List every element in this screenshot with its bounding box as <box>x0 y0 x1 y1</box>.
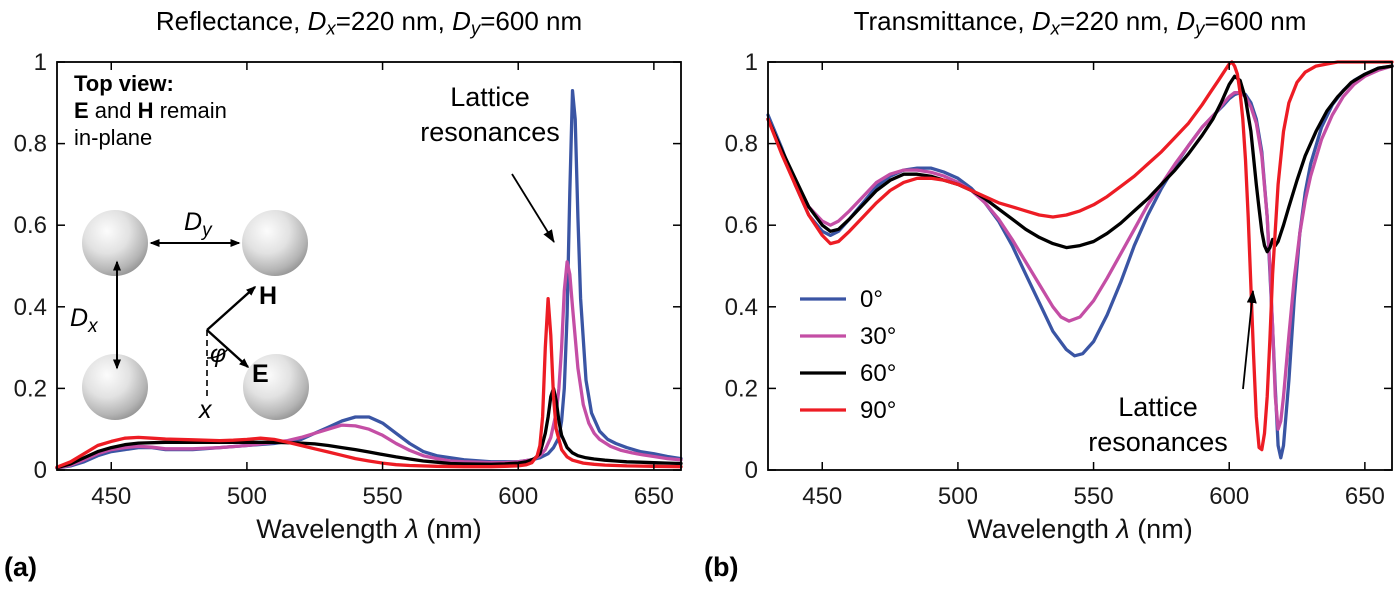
series-line-60° <box>55 386 683 470</box>
x-direction-label: x <box>198 396 213 424</box>
text-segment: Reflectance, <box>155 6 308 36</box>
annotation-line: resonances <box>1088 427 1228 457</box>
text-segment: D <box>1031 6 1051 36</box>
text-segment: =600 nm <box>1204 6 1307 36</box>
inset-caption: Top view: E and H remain in-plane <box>74 70 227 151</box>
phi-label: φ <box>210 340 226 368</box>
axes-box <box>767 61 1393 471</box>
y-tick-label: 0.8 <box>14 131 47 158</box>
text-segment: E <box>74 98 89 123</box>
reflectance-chart: 450 500 550 600 650 0 0.2 0.4 0.6 0.8 1 <box>14 49 683 510</box>
h-field-arrow <box>206 285 257 331</box>
nanoparticle-sphere <box>242 210 308 276</box>
series-line-90° <box>55 296 683 469</box>
x-tick-label: 600 <box>498 483 538 510</box>
text-segment: x <box>1050 17 1060 39</box>
lattice-resonances-annotation: Lattice resonances <box>390 80 590 150</box>
x-tick-label: 650 <box>634 483 674 510</box>
panel-letter-a: (a) <box>4 552 37 582</box>
x-tick-label: 650 <box>1345 483 1385 510</box>
text-segment: x <box>326 17 336 39</box>
y-tick-label: 0.2 <box>14 375 47 402</box>
dx-label: Dx <box>70 304 99 337</box>
series-line-90° <box>766 60 1394 452</box>
inset-caption-line: in-plane <box>74 125 153 150</box>
series-line-60° <box>766 64 1394 254</box>
nanoparticle-sphere <box>82 210 148 276</box>
y-tick-label: 0 <box>34 457 47 484</box>
panel-letter-b: (b) <box>704 552 739 582</box>
text-segment: Wavelength <box>256 514 406 544</box>
e-label: E <box>252 360 269 388</box>
y-tick-label: 0.4 <box>725 294 758 321</box>
chart-title-transmittance: Transmittance, Dx=220 nm, Dy=600 nm <box>768 6 1392 39</box>
y-tick-label: 0.8 <box>725 131 758 158</box>
series-line-30° <box>55 260 683 470</box>
text-segment: D <box>1176 6 1196 36</box>
text-segment: y <box>1195 17 1205 39</box>
y-tick-label: 1 <box>34 49 47 76</box>
x-tick-label: 450 <box>91 483 131 510</box>
lattice-resonances-annotation: Lattice resonances <box>1068 390 1248 460</box>
text-segment: Wavelength <box>967 514 1117 544</box>
text-segment: (nm) <box>1129 514 1193 544</box>
h-label: H <box>259 282 277 310</box>
axes-box <box>56 61 682 471</box>
y-tick-label: 0.4 <box>14 294 47 321</box>
text-segment: and <box>88 98 138 123</box>
legend-label-90°: 90° <box>860 397 896 424</box>
text-segment: (nm) <box>418 514 482 544</box>
y-tick-label: 0.6 <box>725 212 758 239</box>
text-segment: Transmittance, <box>853 6 1032 36</box>
nanoparticle-sphere <box>82 354 148 420</box>
x-tick-label: 550 <box>363 483 403 510</box>
annotation-line: Lattice <box>1118 392 1198 422</box>
inset-caption-line: E and H remain <box>74 97 227 124</box>
annotation-line: Lattice <box>450 82 530 112</box>
text-segment: λ <box>1116 514 1130 544</box>
x-tick-label: 500 <box>938 483 978 510</box>
y-tick-label: 0.6 <box>14 212 47 239</box>
annotation-arrow <box>511 173 555 243</box>
panel-reflectance: Reflectance, Dx=220 nm, Dy=600 nm 450 500… <box>4 6 683 582</box>
text-segment: y <box>470 17 481 39</box>
e-field-arrow <box>206 329 250 369</box>
legend-label-0°: 0° <box>860 286 883 313</box>
chart-title-reflectance: Reflectance, Dx=220 nm, Dy=600 nm <box>57 6 681 39</box>
legend-label-60°: 60° <box>860 360 896 387</box>
y-tick-label: 1 <box>745 49 758 76</box>
text-segment: D <box>452 6 471 36</box>
y-tick-label: 0.2 <box>725 375 758 402</box>
text-segment: H <box>137 98 154 123</box>
inset-caption-line: Top view: <box>74 71 174 96</box>
legend-label-30°: 30° <box>860 323 896 350</box>
x-tick-label: 600 <box>1209 483 1249 510</box>
y-tick-label: 0 <box>745 457 758 484</box>
transmittance-chart: 450 500 550 600 650 0 0.2 0.4 0.6 0.8 1 0° 30° 60° 90° <box>725 49 1394 510</box>
phi-angle-arc <box>206 348 229 359</box>
text-segment: =220 nm, <box>1059 6 1177 36</box>
x-tick-label: 450 <box>802 483 842 510</box>
dy-label: Dy <box>184 208 213 241</box>
text-segment: remain <box>153 98 227 123</box>
x-axis-label: Wavelength λ (nm) <box>768 514 1392 545</box>
x-tick-label: 500 <box>227 483 267 510</box>
panel-transmittance: Transmittance, Dx=220 nm, Dy=600 nm 450 5… <box>700 0 1400 591</box>
x-tick-label: 550 <box>1074 483 1114 510</box>
text-segment: λ <box>405 514 419 544</box>
x-axis-label: Wavelength λ (nm) <box>57 514 681 545</box>
text-segment: D <box>307 6 327 36</box>
annotation-arrow <box>1242 290 1257 390</box>
nanoparticle-sphere <box>243 354 309 420</box>
annotation-line: resonances <box>420 117 560 147</box>
top-view-inset-diagram: Dy Dx H E φ x <box>70 208 309 424</box>
text-segment: =220 nm, <box>335 6 453 36</box>
text-segment: =600 nm <box>480 6 583 36</box>
